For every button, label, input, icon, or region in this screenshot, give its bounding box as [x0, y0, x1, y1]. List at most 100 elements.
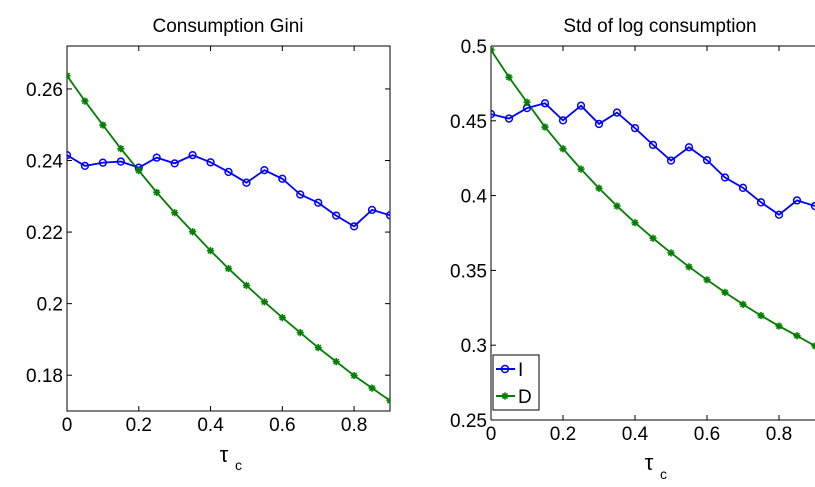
data-point-d — [386, 397, 390, 405]
legend-label-d: D — [518, 387, 532, 408]
data-point-i — [314, 198, 323, 207]
data-point-i — [774, 210, 784, 219]
legend-label-i: I — [518, 360, 523, 381]
data-point-i — [558, 116, 568, 125]
y-tick-label: 0.22 — [26, 223, 63, 244]
series-layer — [491, 49, 815, 347]
x-tick-label: 0.2 — [126, 415, 152, 436]
data-point-i — [67, 150, 72, 160]
data-point-d — [757, 311, 765, 320]
marker-layer — [67, 72, 390, 405]
axis-ticks: 0 0.2 0.4 0.6 0.8 0.25 0.3 0.35 0.4 0.45 0.5 — [450, 37, 792, 445]
x-tick-label: 0.4 — [622, 424, 649, 445]
data-point-d — [135, 166, 143, 175]
data-point-i — [540, 99, 550, 108]
data-point-d — [739, 300, 747, 308]
legend-marker-d — [501, 392, 509, 400]
data-point-d — [541, 123, 549, 131]
x-tick-label: 0 — [486, 424, 497, 445]
x-axis-label-sub: c — [660, 466, 667, 482]
data-point-d — [368, 384, 376, 392]
data-point-d — [721, 288, 729, 296]
y-tick-label: 0.18 — [26, 366, 63, 387]
data-point-d — [189, 228, 197, 236]
data-point-d — [649, 234, 657, 242]
data-point-i — [170, 159, 179, 168]
x-axis-label: τ c — [220, 442, 242, 473]
data-point-i — [630, 123, 640, 133]
chart-panel-std-log-consumption: Std of log consumption 0 0.2 0.4 0.6 0.8 0.25… — [450, 16, 815, 482]
data-point-i — [702, 155, 712, 165]
x-tick-label: 0.4 — [197, 415, 224, 436]
data-point-d — [314, 344, 322, 352]
data-point-i — [296, 190, 305, 199]
axis-ticks: 0 0.2 0.4 0.6 0.8 0.18 0.2 0.22 0.24 0.26 — [26, 46, 390, 436]
legend-entry-i: I — [496, 360, 523, 381]
series-line-d — [67, 75, 390, 402]
x-tick-label: 0 — [62, 415, 73, 436]
series-line-d — [491, 49, 815, 347]
data-point-i — [242, 178, 251, 187]
data-point-i — [260, 166, 269, 175]
data-point-d — [613, 202, 621, 210]
data-point-i — [80, 161, 90, 171]
y-tick-label: 0.35 — [450, 261, 487, 282]
data-point-d — [171, 209, 179, 217]
x-axis-label-main: τ — [645, 450, 654, 475]
y-tick-label: 0.24 — [26, 152, 63, 173]
data-point-d — [81, 97, 89, 105]
data-point-i — [648, 140, 658, 150]
y-tick-label: 0.45 — [450, 112, 487, 133]
data-point-i — [576, 101, 586, 110]
data-point-d — [99, 121, 107, 129]
data-point-d — [278, 314, 286, 322]
legend-entry-d: D — [496, 387, 532, 408]
legend: I D — [492, 354, 540, 411]
data-point-i — [349, 222, 359, 231]
chart-title: Std of log consumption — [563, 16, 756, 37]
data-point-i — [666, 156, 676, 165]
data-point-i — [792, 196, 802, 205]
data-point-i — [116, 157, 125, 166]
data-point-d — [685, 263, 693, 271]
data-point-d — [296, 329, 304, 337]
data-point-i — [385, 211, 390, 220]
chart-title: Consumption Gini — [152, 16, 303, 37]
data-point-d — [559, 145, 567, 153]
x-axis-label: τ c — [645, 450, 667, 482]
data-point-i — [738, 183, 748, 192]
x-tick-label: 0.8 — [766, 424, 792, 445]
data-point-d — [206, 247, 215, 255]
data-point-d — [667, 249, 675, 257]
plot-area-frame — [66, 45, 391, 412]
data-point-i — [367, 205, 377, 215]
data-point-d — [224, 264, 233, 273]
data-point-d — [793, 332, 801, 340]
y-tick-label: 0.3 — [461, 336, 487, 357]
data-point-d — [505, 73, 513, 81]
data-point-d — [153, 188, 161, 196]
data-point-i — [98, 158, 108, 167]
legend-star-shape — [501, 392, 509, 400]
y-tick-label: 0.26 — [26, 80, 63, 101]
data-point-i — [684, 143, 694, 152]
x-axis-label-main: τ — [220, 442, 229, 467]
data-point-d — [260, 298, 268, 306]
data-point-i — [206, 158, 215, 167]
data-point-d — [242, 281, 251, 289]
series-line-i — [491, 102, 815, 216]
data-point-d — [117, 145, 125, 153]
y-tick-label: 0.5 — [461, 37, 487, 58]
data-point-d — [67, 72, 71, 80]
data-point-d — [595, 184, 603, 192]
data-point-i — [720, 173, 730, 182]
x-tick-label: 0.2 — [550, 424, 576, 445]
data-point-i — [332, 211, 341, 220]
data-point-d — [631, 219, 639, 227]
x-tick-label: 0.6 — [694, 424, 720, 445]
data-point-i — [491, 109, 496, 119]
data-point-i — [756, 198, 766, 207]
x-tick-label: 0.8 — [341, 415, 367, 436]
legend-marker-i — [500, 364, 510, 374]
